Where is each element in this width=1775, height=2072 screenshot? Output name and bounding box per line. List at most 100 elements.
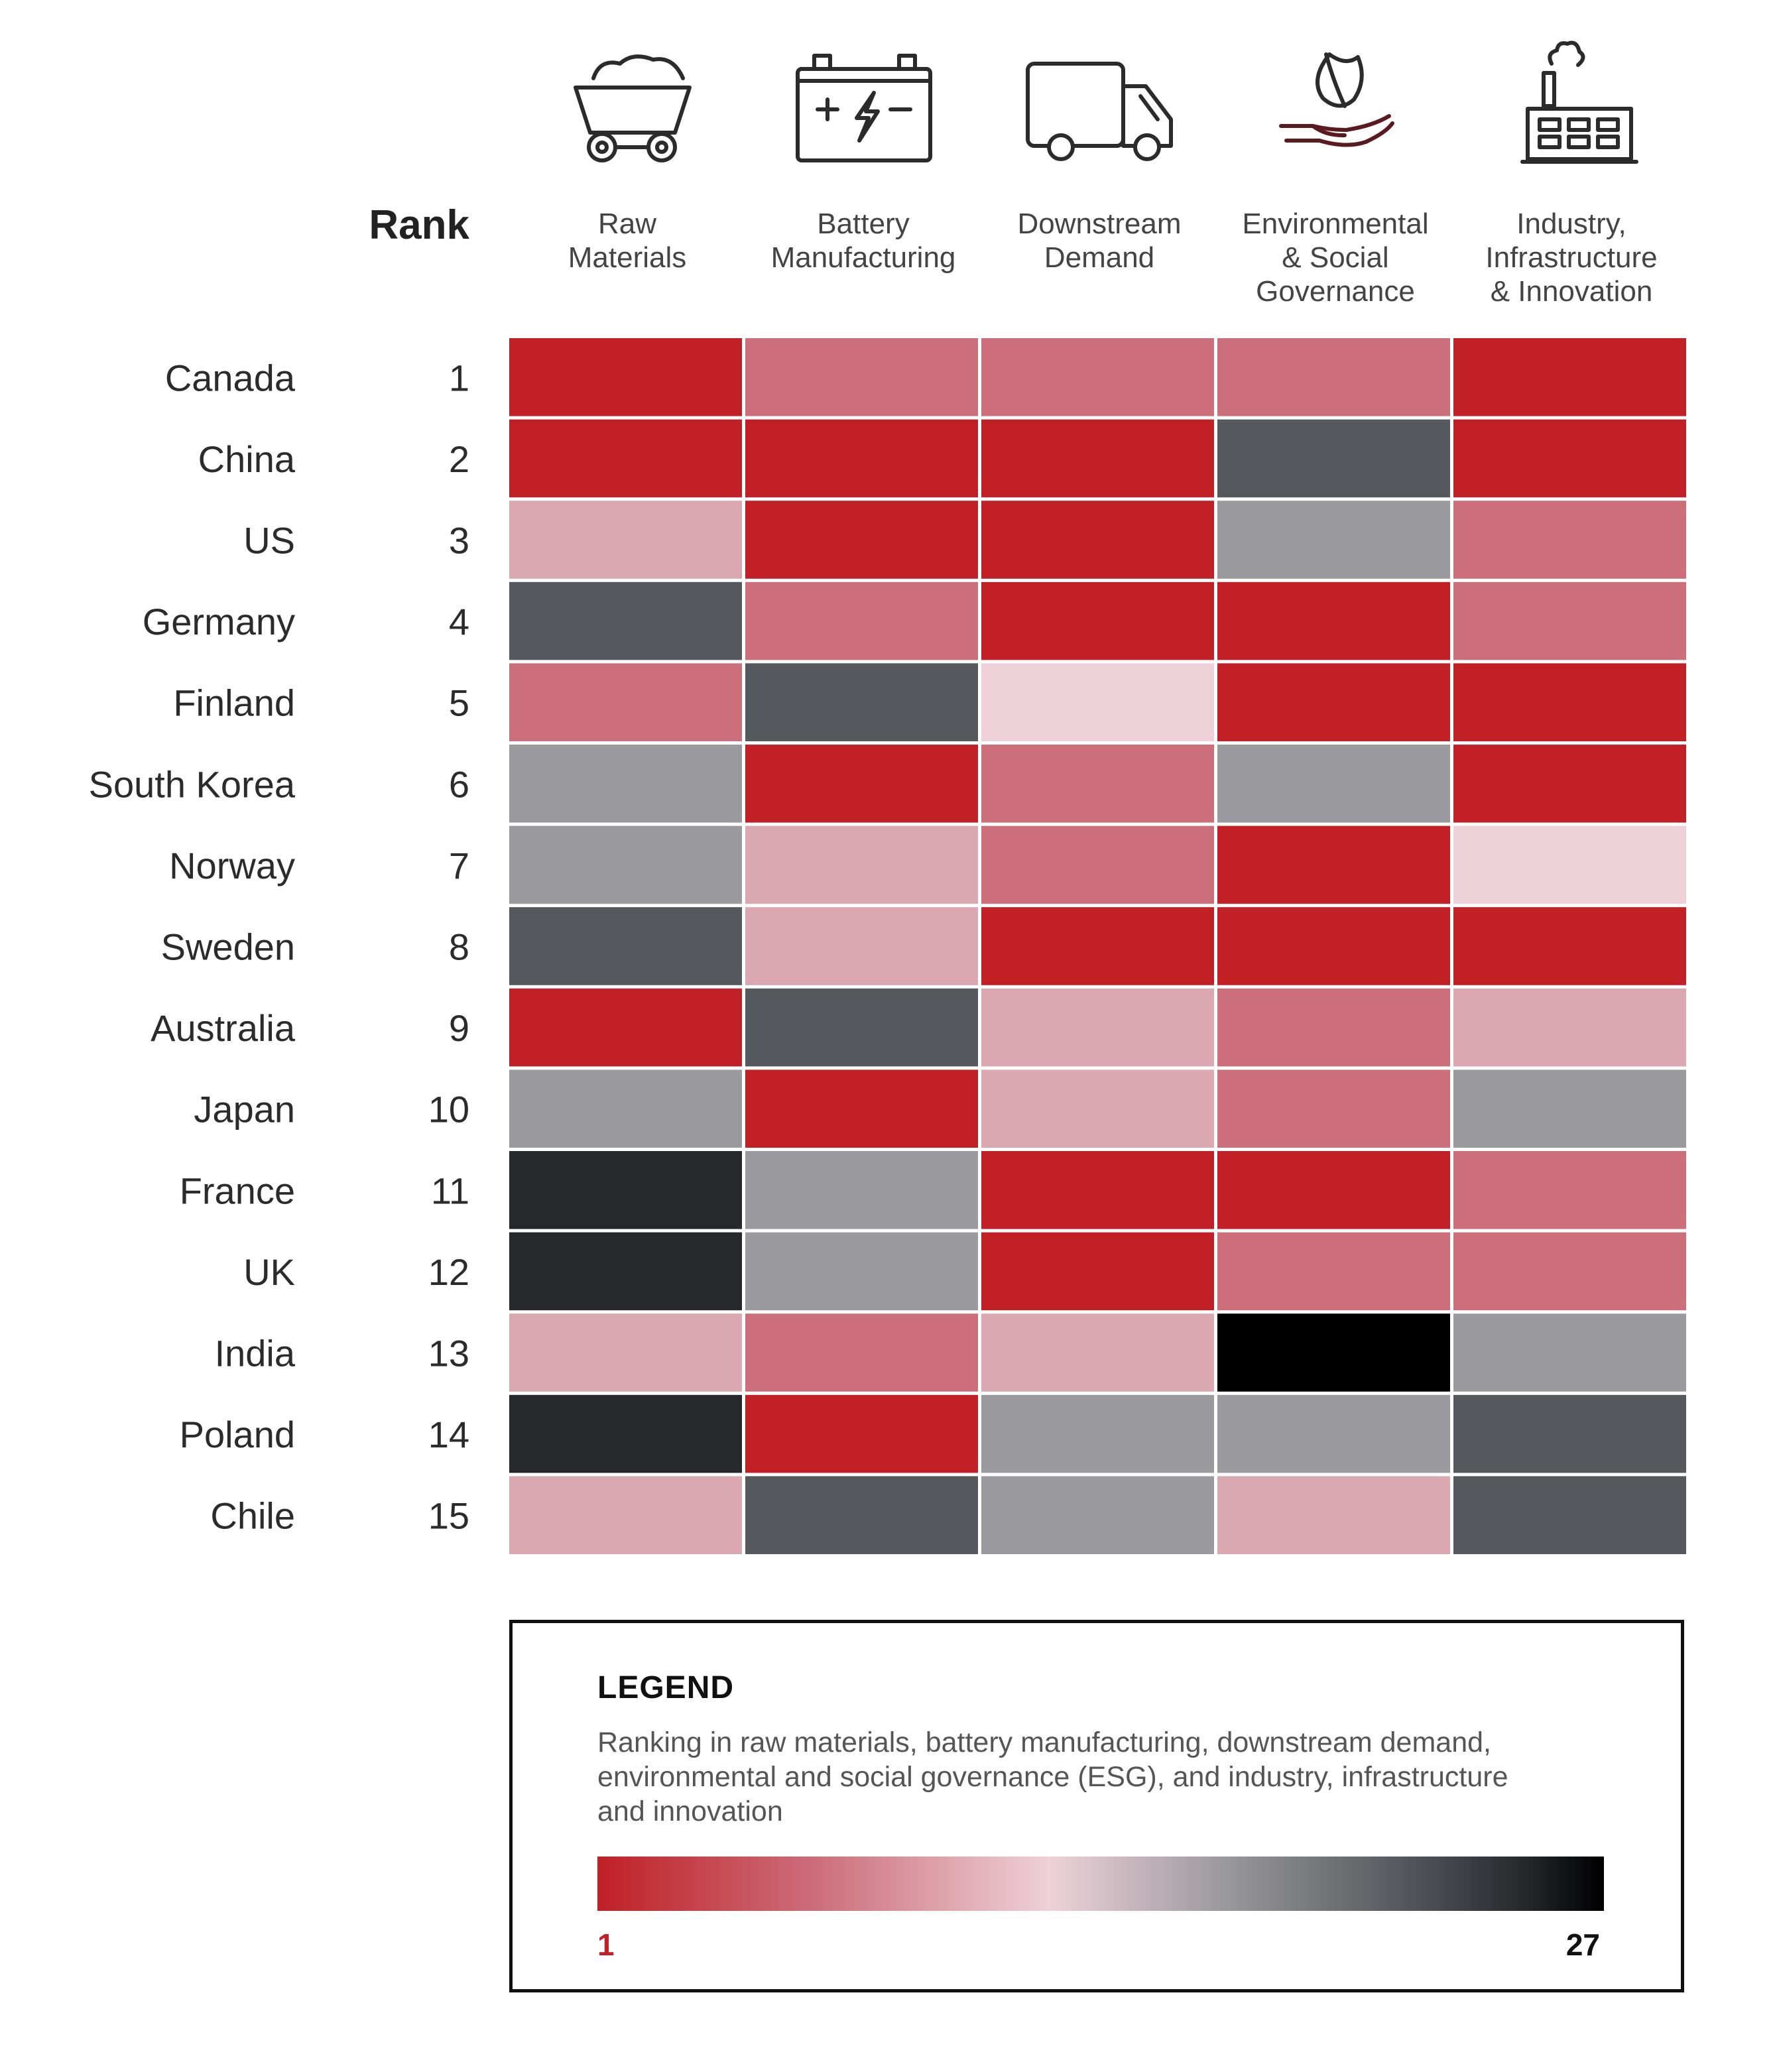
column-header-line: Industry, <box>1516 208 1626 240</box>
column-header-line: Raw <box>598 208 656 240</box>
heatmap-cell <box>1453 1394 1686 1473</box>
rank-label: 11 <box>431 1170 469 1211</box>
heatmap-cell <box>1453 907 1686 985</box>
rank-label: 14 <box>428 1414 469 1455</box>
heatmap-cell <box>509 1313 742 1392</box>
heatmap-cell <box>981 338 1214 416</box>
column-header-0: Raw Materials <box>568 208 687 274</box>
heatmap-cell <box>981 419 1214 498</box>
column-header-line: Materials <box>568 241 687 274</box>
rank-label: 3 <box>449 520 469 562</box>
heatmap-cell <box>1217 419 1450 498</box>
country-label: Australia <box>151 1007 296 1049</box>
heatmap-cell <box>745 1151 978 1229</box>
legend-title: LEGEND <box>597 1670 735 1705</box>
heatmap-cell <box>745 1232 978 1311</box>
heatmap-cell <box>1453 988 1686 1067</box>
heatmap-cell <box>1217 338 1450 416</box>
heatmap-cell <box>745 1394 978 1473</box>
heatmap-cell <box>1453 825 1686 904</box>
heatmap-cell <box>981 501 1214 579</box>
heatmap-cell <box>1453 1313 1686 1392</box>
heatmap-cell <box>1217 1151 1450 1229</box>
heatmap-cell <box>509 1232 742 1311</box>
factory-icon <box>1520 40 1638 164</box>
country-label: France <box>180 1170 295 1211</box>
heatmap-cell <box>981 745 1214 823</box>
heatmap-cell <box>745 988 978 1067</box>
heatmap-cell <box>981 1232 1214 1311</box>
heatmap-cell <box>745 1476 978 1554</box>
country-label: Canada <box>165 357 296 398</box>
heatmap-cell <box>745 1313 978 1392</box>
heatmap-cell <box>1217 1069 1450 1148</box>
rank-label: 15 <box>428 1495 469 1537</box>
heatmap-cell <box>981 581 1214 660</box>
heatmap-cell <box>745 745 978 823</box>
country-label: Finland <box>173 682 295 724</box>
column-header-line: Downstream <box>1018 208 1182 240</box>
heatmap-cell <box>509 501 742 579</box>
heatmap-cell <box>509 745 742 823</box>
column-header-2: Downstream Demand <box>1018 208 1182 274</box>
heatmap-cell <box>1217 501 1450 579</box>
country-label: Poland <box>180 1414 295 1455</box>
heatmap-cell <box>1217 1313 1450 1392</box>
country-label: India <box>215 1333 296 1374</box>
column-header-line: Battery <box>817 208 909 240</box>
heatmap-cell <box>981 1476 1214 1554</box>
heatmap-cell <box>1217 825 1450 904</box>
country-label: Germany <box>143 601 295 642</box>
heatmap-cell <box>745 581 978 660</box>
heatmap-cell <box>509 1394 742 1473</box>
heatmap-cell <box>1453 1476 1686 1554</box>
heatmap-cell <box>745 663 978 741</box>
heatmap-cell <box>1217 1394 1450 1473</box>
heatmap-chart: Rank Raw Materials Battery Manufacturing Dow… <box>89 40 1686 1554</box>
rank-label: 6 <box>449 763 469 805</box>
column-header-line: & Social <box>1282 241 1388 274</box>
country-label: Sweden <box>161 926 295 968</box>
heatmap-cell <box>981 988 1214 1067</box>
heatmap-cell <box>509 1151 742 1229</box>
legend-min-label: 1 <box>597 1927 615 1962</box>
heatmap-cell <box>1453 501 1686 579</box>
column-header-line: Infrastructure <box>1485 241 1657 274</box>
heatmap-cell <box>745 338 978 416</box>
heatmap-cell <box>981 825 1214 904</box>
heatmap-cell <box>1453 663 1686 741</box>
column-header-line: Demand <box>1044 241 1154 274</box>
heatmap-cell <box>745 1069 978 1148</box>
heatmap-cell <box>1453 745 1686 823</box>
heatmap-cell <box>509 663 742 741</box>
heatmap-cell <box>509 338 742 416</box>
column-header-3: Environmental & Social Governance <box>1242 208 1428 308</box>
battery-icon <box>796 54 932 162</box>
rank-label: 9 <box>449 1007 469 1049</box>
column-header-line: Manufacturing <box>771 241 956 274</box>
rank-header: Rank <box>369 202 469 248</box>
heatmap-cell <box>981 1151 1214 1229</box>
rank-label: 7 <box>449 845 469 886</box>
heatmap-cell <box>509 1476 742 1554</box>
heatmap-cell <box>981 1313 1214 1392</box>
heatmap-cell <box>745 825 978 904</box>
heatmap-cell <box>1217 1476 1450 1554</box>
heatmap-cell <box>981 1394 1214 1473</box>
heatmap-cell <box>509 419 742 498</box>
rank-label: 10 <box>428 1089 469 1130</box>
heatmap-cell <box>509 988 742 1067</box>
heatmap-cell <box>1453 1232 1686 1311</box>
legend-description: Ranking in raw materials, battery manufa… <box>597 1727 1508 1827</box>
heatmap-cell <box>1453 581 1686 660</box>
legend-max-label: 27 <box>1565 1927 1600 1962</box>
heatmap-cell <box>1217 907 1450 985</box>
truck-icon <box>1026 62 1173 161</box>
rank-label: 12 <box>428 1251 469 1293</box>
heatmap-cell <box>1217 988 1450 1067</box>
country-label: UK <box>243 1251 295 1293</box>
heatmap-cell <box>1453 1151 1686 1229</box>
country-label: China <box>198 438 296 480</box>
heatmap-cell <box>509 825 742 904</box>
heatmap-cell <box>1217 663 1450 741</box>
